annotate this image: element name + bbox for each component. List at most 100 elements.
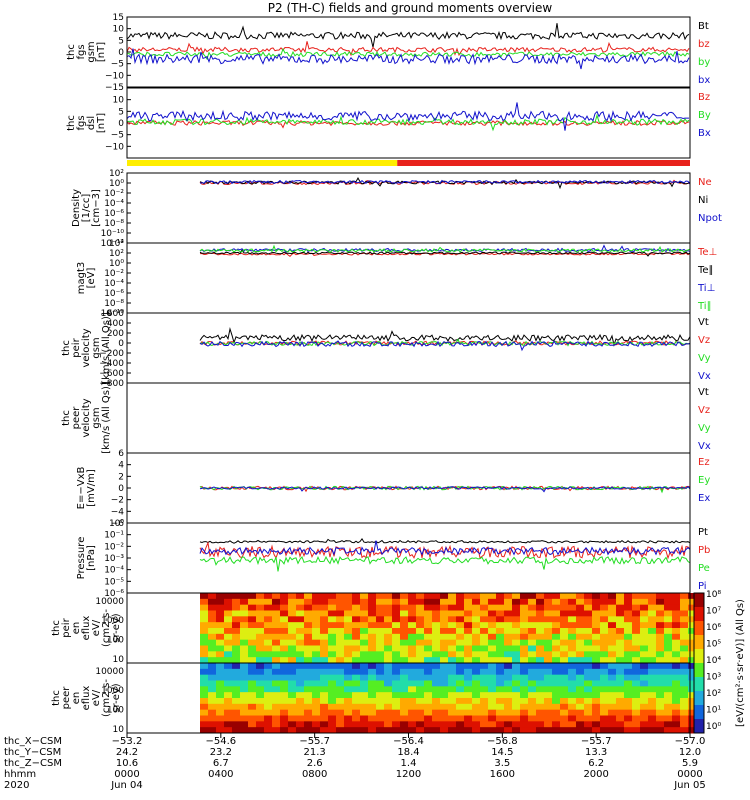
trace-bz: [126, 41, 690, 57]
heatmap-cell: [432, 645, 440, 652]
heatmap-cell: [296, 622, 304, 629]
ylabel-line: sr-eV): [111, 613, 122, 642]
heatmap-cell: [520, 622, 528, 629]
heatmap-cell: [320, 616, 328, 623]
heatmap-cell: [544, 709, 552, 716]
heatmap-cell: [664, 686, 672, 693]
heatmap-cell: [456, 639, 464, 646]
heatmap-cell: [616, 610, 624, 617]
heatmap-cell: [344, 598, 352, 606]
heatmap-cell: [656, 663, 664, 670]
heatmap-cell: [552, 698, 560, 705]
ylabel-line: velocity: [81, 328, 92, 367]
heatmap-cell: [432, 668, 440, 676]
heatmap-cell: [568, 680, 576, 687]
heatmap-cell: [424, 686, 432, 693]
heatmap-cell: [368, 715, 376, 722]
heatmap-cell: [440, 657, 448, 664]
heatmap-cell: [216, 680, 224, 687]
colorbar-swatch: [694, 607, 704, 621]
heatmap-cell: [200, 692, 208, 699]
heatmap-cell: [520, 604, 528, 611]
heatmap-cell: [200, 628, 208, 635]
heatmap-cell: [496, 674, 504, 681]
heatmap-cell: [208, 639, 216, 646]
ylabel-line: [cm−3]: [91, 189, 102, 227]
ylabel-line: [eV]: [86, 268, 97, 289]
heatmap-cell: [456, 616, 464, 623]
heatmap-cell: [272, 598, 280, 606]
heatmap-cell: [320, 622, 328, 629]
heatmap-cell: [376, 598, 384, 606]
heatmap-cell: [256, 598, 264, 606]
figure-title: P2 (TH-C) fields and ground moments over…: [268, 1, 553, 15]
heatmap-cell: [672, 616, 680, 623]
heatmap-cell: [496, 622, 504, 629]
heatmap-cell: [680, 703, 688, 711]
heatmap-cell: [256, 703, 264, 711]
ylabel-line: peer: [61, 686, 72, 710]
ylabel-line: en: [71, 622, 82, 635]
heatmap-cell: [568, 727, 576, 734]
heatmap-cell: [488, 674, 496, 681]
heatmap-cell: [288, 715, 296, 722]
heatmap-cell: [536, 680, 544, 687]
heatmap-cell: [608, 645, 616, 652]
heatmap-cell: [336, 657, 344, 664]
heatmap-cell: [648, 628, 656, 635]
legend-Vz: Vz: [698, 405, 710, 416]
heatmap-cell: [336, 674, 344, 681]
heatmap-cell: [568, 715, 576, 722]
heatmap-cell: [400, 698, 408, 705]
heatmap-cell: [384, 604, 392, 611]
heatmap-cell: [400, 616, 408, 623]
heatmap-cell: [360, 663, 368, 670]
heatmap-cell: [592, 721, 600, 728]
heatmap-cell: [632, 616, 640, 623]
xaxis-row-label: 2020: [4, 780, 29, 791]
heatmap-cell: [344, 651, 352, 658]
heatmap-cell: [464, 727, 472, 734]
heatmap-cell: [400, 727, 408, 734]
xaxis-row-label: thc_Z−CSM: [4, 758, 62, 769]
heatmap-cell: [328, 639, 336, 646]
heatmap-cell: [224, 668, 232, 676]
heatmap-cell: [344, 593, 352, 600]
heatmap-cell: [552, 610, 560, 617]
heatmap-cell: [368, 645, 376, 652]
heatmap-cell: [216, 715, 224, 722]
heatmap-cell: [480, 604, 488, 611]
heatmap-cell: [240, 703, 248, 711]
heatmap-cell: [432, 593, 440, 600]
heatmap-cell: [592, 686, 600, 693]
heatmap-cell: [624, 680, 632, 687]
heatmap-cell: [688, 604, 696, 611]
ylabel-peir_vel: thcpeirvelocitygsm[km/s (All Qs)]: [61, 312, 112, 384]
heatmap-cell: [672, 692, 680, 699]
ytick-label: −600: [99, 369, 124, 379]
heatmap-cell: [664, 633, 672, 641]
heatmap-cell: [432, 616, 440, 623]
heatmap-cell: [328, 668, 336, 676]
heatmap-cell: [584, 721, 592, 728]
ytick-label: 200: [107, 329, 124, 339]
mode-bar-slow: [127, 160, 398, 166]
heatmap-cell: [384, 727, 392, 734]
heatmap-cell: [296, 698, 304, 705]
heatmap-cell: [368, 698, 376, 705]
xaxis-value: 1600: [490, 769, 515, 780]
heatmap-cell: [600, 593, 608, 600]
heatmap-cell: [456, 727, 464, 734]
heatmap-cell: [216, 593, 224, 600]
heatmap-cell: [344, 628, 352, 635]
heatmap-cell: [432, 604, 440, 611]
heatmap-cell: [360, 639, 368, 646]
heatmap-cell: [576, 727, 584, 734]
heatmap-cell: [408, 668, 416, 676]
ytick-label: 600: [107, 309, 124, 319]
heatmap-cell: [248, 633, 256, 641]
heatmap-cell: [304, 657, 312, 664]
heatmap-cell: [256, 674, 264, 681]
heatmap-cell: [448, 686, 456, 693]
heatmap-cell: [464, 598, 472, 606]
